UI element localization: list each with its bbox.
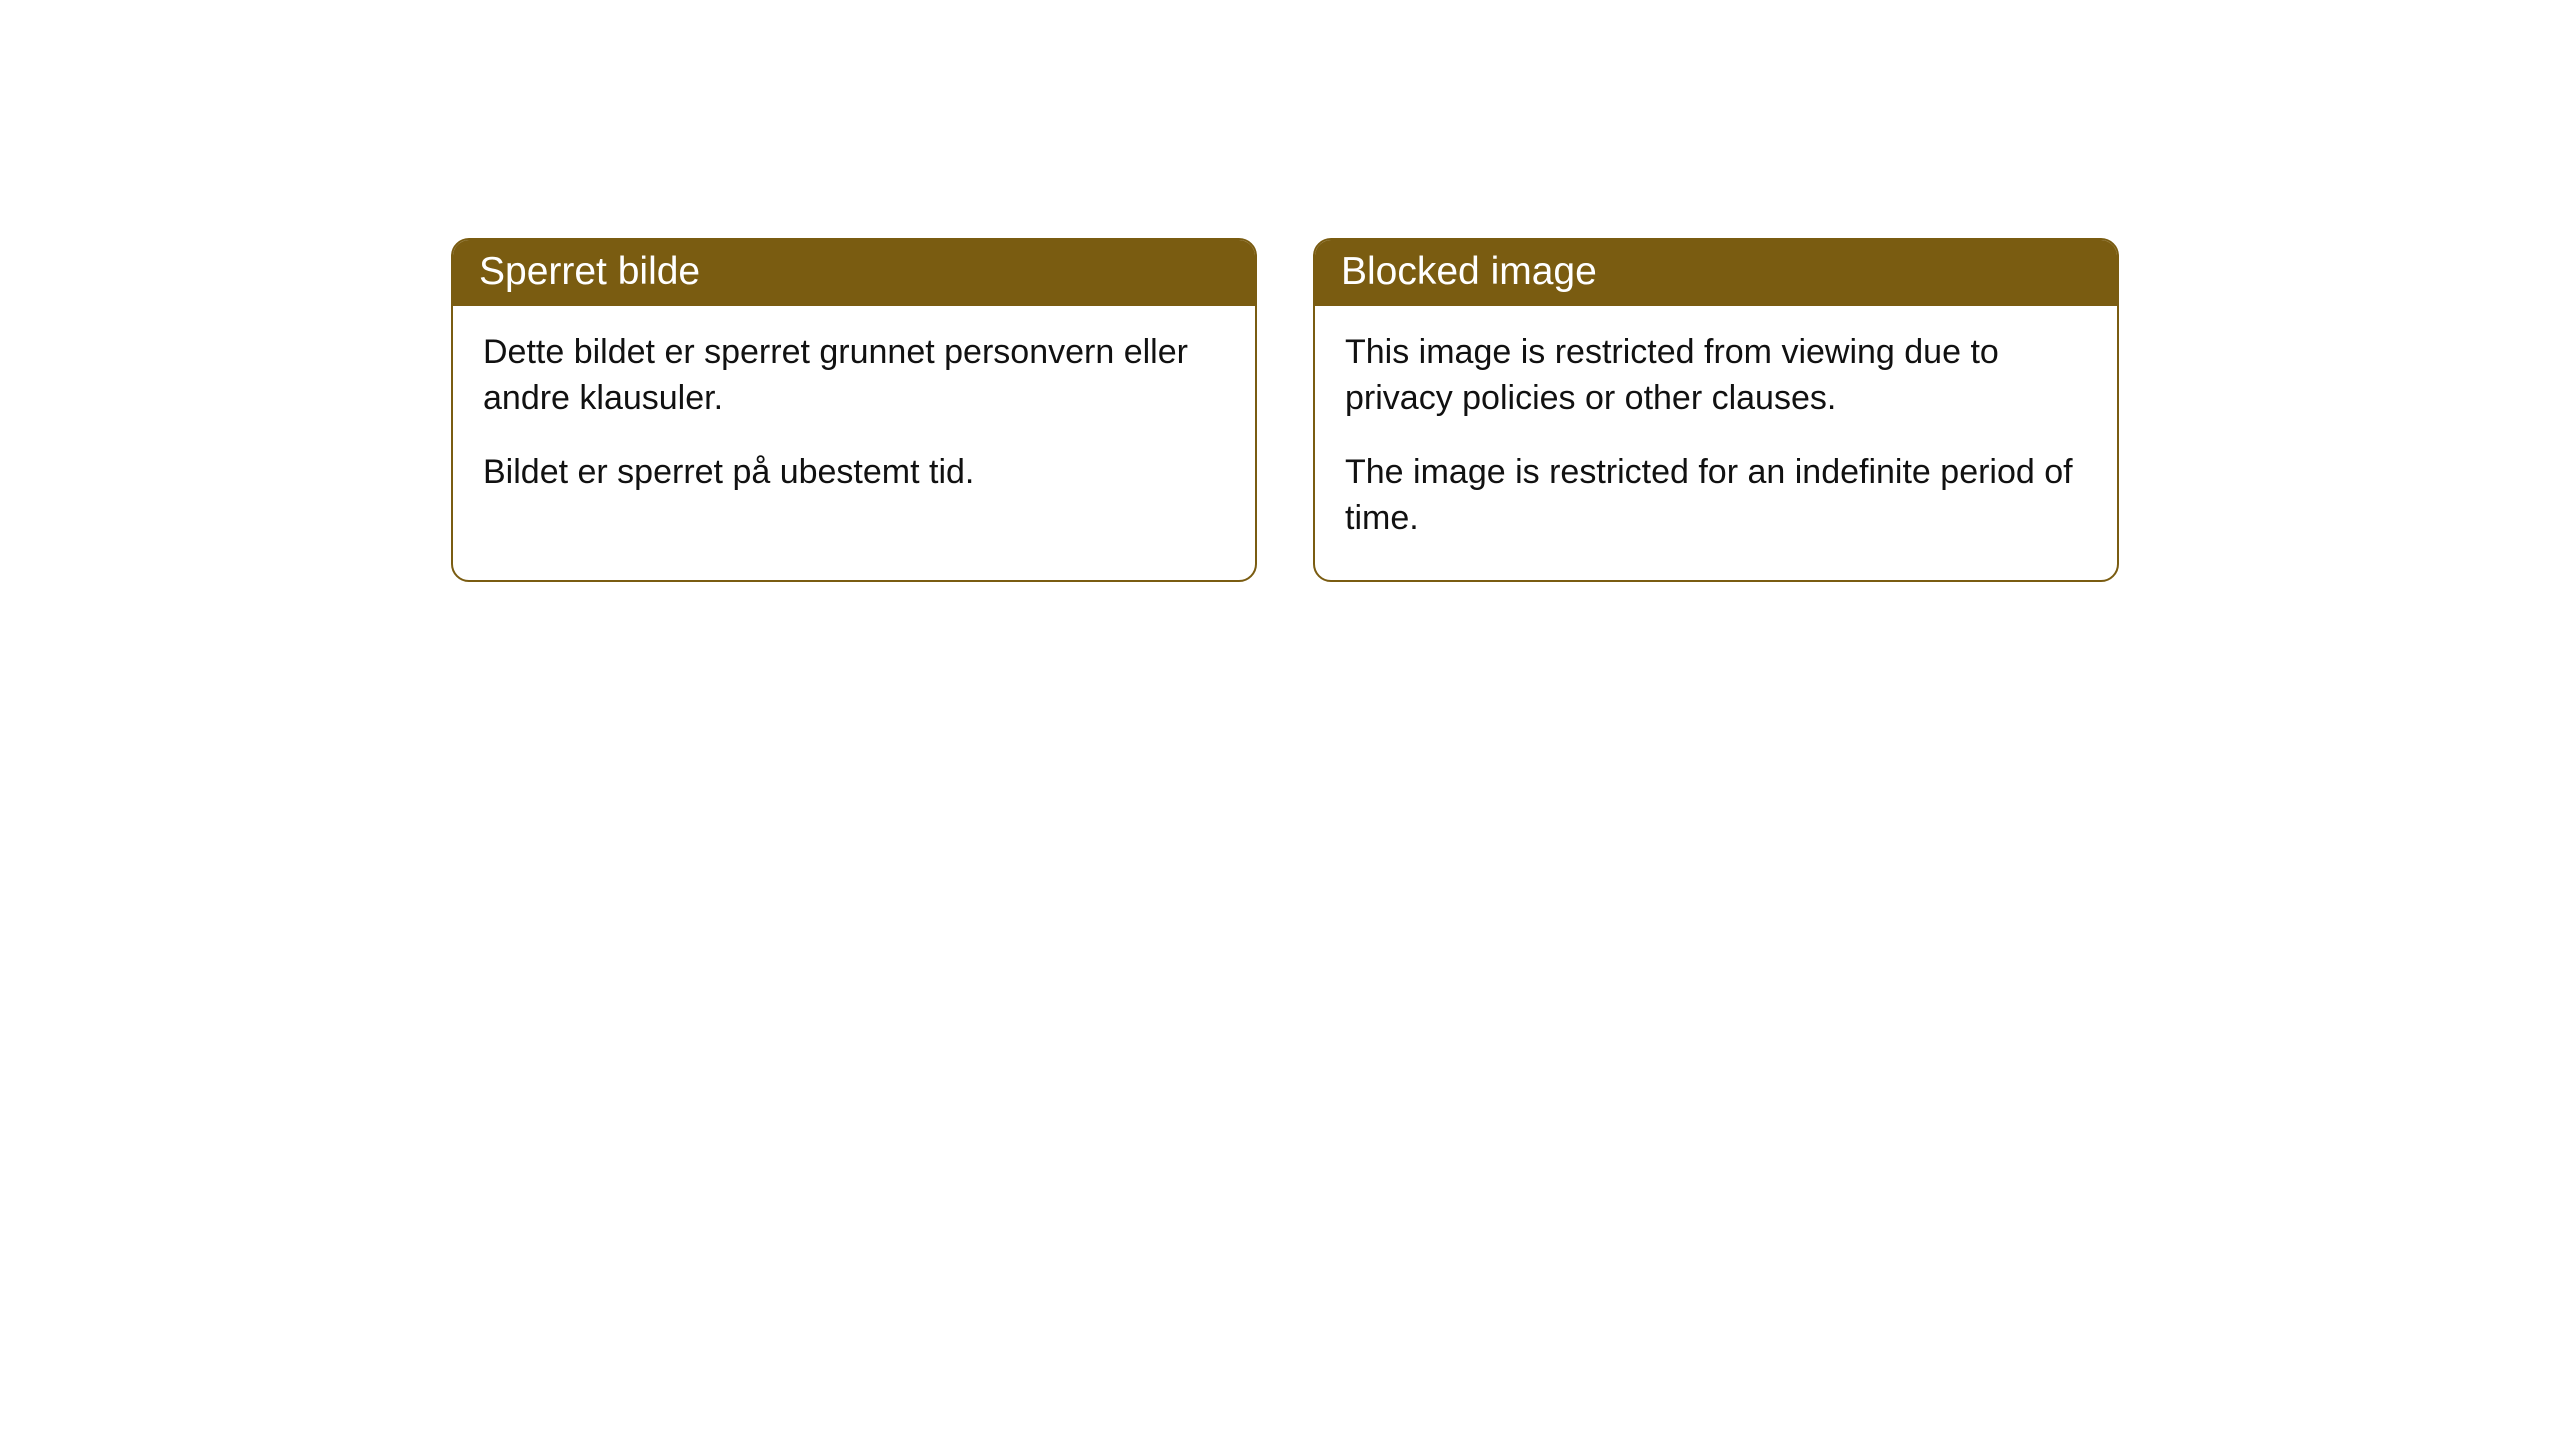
- card-paragraph-1: Dette bildet er sperret grunnet personve…: [483, 330, 1225, 422]
- card-header: Sperret bilde: [453, 240, 1255, 306]
- notice-cards-container: Sperret bilde Dette bildet er sperret gr…: [451, 238, 2560, 582]
- card-title: Sperret bilde: [479, 250, 700, 293]
- card-body: This image is restricted from viewing du…: [1315, 306, 2117, 580]
- card-body: Dette bildet er sperret grunnet personve…: [453, 306, 1255, 534]
- card-title: Blocked image: [1341, 250, 1597, 293]
- card-paragraph-1: This image is restricted from viewing du…: [1345, 330, 2087, 422]
- card-paragraph-2: Bildet er sperret på ubestemt tid.: [483, 450, 1225, 496]
- blocked-image-card-en: Blocked image This image is restricted f…: [1313, 238, 2119, 582]
- card-paragraph-2: The image is restricted for an indefinit…: [1345, 450, 2087, 542]
- blocked-image-card-no: Sperret bilde Dette bildet er sperret gr…: [451, 238, 1257, 582]
- card-header: Blocked image: [1315, 240, 2117, 306]
